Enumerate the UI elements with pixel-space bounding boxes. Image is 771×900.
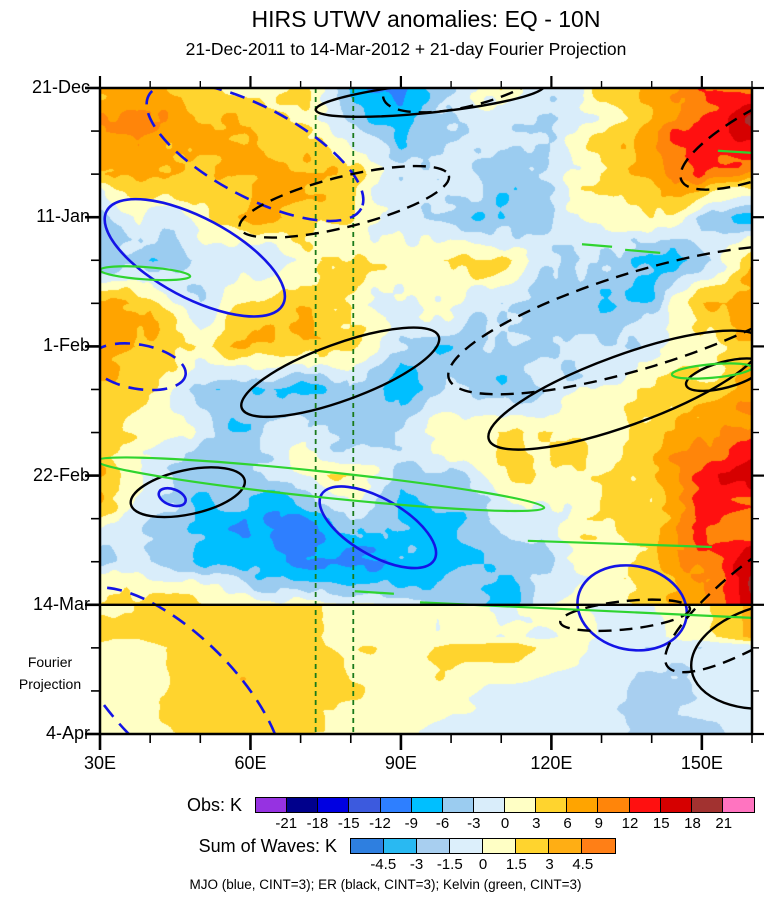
colorbar-cell — [582, 839, 615, 853]
contour-legend-text: MJO (blue, CINT=3); ER (black, CINT=3); … — [189, 877, 582, 892]
colorbar-tick-label: -21 — [275, 815, 298, 832]
er-positive-contour — [487, 329, 752, 451]
er-negative-contour — [663, 486, 752, 674]
y-tick-label: 22-Feb — [32, 464, 90, 485]
sum-colorbar-title: Sum of Waves: K — [198, 836, 337, 856]
x-tick-label: 30E — [83, 753, 117, 773]
colorbar-cell — [384, 839, 417, 853]
colorbar-tick-label: -1.5 — [436, 856, 463, 873]
colorbar-tick-label: -15 — [337, 815, 360, 832]
x-tick-label: 150E — [680, 753, 723, 773]
colorbar-tick-label: -3 — [409, 856, 424, 873]
colorbar-cell — [516, 839, 549, 853]
colorbar-tick-label: 3 — [545, 856, 554, 873]
colorbar-cell — [349, 798, 381, 812]
colorbar-tick-label: 0 — [478, 856, 488, 873]
colorbar-tick-label: 0 — [500, 815, 510, 832]
y-tick-label: 1-Feb — [42, 335, 90, 356]
colorbar-cell — [318, 798, 350, 812]
colorbar-cell — [598, 798, 630, 812]
y-tick-label: 4-Apr — [45, 723, 90, 743]
sum-colorbar — [350, 838, 616, 854]
er-positive-contour — [129, 466, 247, 519]
er-negative-contour — [381, 88, 559, 114]
colorbar-cell — [629, 798, 661, 812]
x-tick-label: 120E — [530, 753, 573, 773]
mjo-positive-contour — [157, 486, 187, 508]
fourier-label-line2: Projection — [18, 675, 82, 692]
obs-colorbar — [255, 797, 755, 813]
er-positive-contour — [690, 600, 752, 711]
colorbar-cell — [691, 798, 723, 812]
colorbar-tick-label: -4.5 — [370, 856, 397, 873]
er-negative-contour — [559, 598, 692, 633]
colorbar-cell — [660, 798, 692, 812]
colorbar-cell — [473, 798, 505, 812]
page-subtitle: 21-Dec-2011 to 14-Mar-2012 + 21-day Four… — [185, 39, 627, 59]
mjo-negative-contour — [145, 88, 365, 223]
mjo-negative-contour — [100, 342, 187, 392]
colorbar-cell — [351, 839, 384, 853]
colorbar-tick-label: 21 — [715, 815, 733, 832]
colorbar-tick-label: -3 — [467, 815, 481, 832]
kelvin-contour — [527, 539, 712, 549]
y-tick-label: 11-Jan — [36, 206, 90, 227]
colorbar-cell — [287, 798, 319, 812]
colorbar-cell — [411, 798, 443, 812]
colorbar-tick-label: -6 — [435, 815, 450, 832]
colorbar-cell — [549, 839, 582, 853]
page-title: HIRS UTWV anomalies: EQ - 10N — [251, 6, 601, 32]
mjo-negative-contour — [100, 586, 285, 734]
er-positive-contour — [240, 326, 441, 419]
er-negative-contour — [447, 244, 752, 396]
colorbar-tick-label: -9 — [404, 815, 418, 832]
mjo-positive-contour — [318, 485, 438, 570]
colorbar-cell — [536, 798, 568, 812]
colorbar-cell — [442, 798, 474, 812]
colorbar-cell — [450, 839, 483, 853]
colorbar-tick-label: 6 — [563, 815, 572, 832]
x-tick-label: 60E — [234, 753, 267, 773]
kelvin-contour — [581, 243, 613, 248]
colorbar-cell — [417, 839, 450, 853]
colorbar-tick-label: 15 — [652, 815, 670, 832]
y-tick-label: 14-Mar — [32, 593, 90, 614]
er-positive-contour — [684, 357, 752, 393]
colorbar-tick-label: 12 — [621, 815, 639, 832]
fourier-projection-label: Fourier Projection — [5, 651, 95, 695]
colorbar-cell — [256, 798, 288, 812]
kelvin-contour — [717, 149, 752, 154]
x-tick-label: 90E — [384, 753, 417, 773]
colorbar-cell — [483, 839, 516, 853]
fourier-label-line1: Fourier — [27, 653, 73, 670]
colorbar-cell — [380, 798, 412, 812]
colorbar-cell — [567, 798, 599, 812]
er-positive-contour — [314, 88, 546, 119]
er-negative-contour — [238, 164, 451, 239]
colorbar-cell — [722, 798, 754, 812]
colorbar-tick-label: 3 — [532, 815, 541, 832]
colorbar-cell — [505, 798, 537, 812]
obs-colorbar-title: Obs: K — [186, 795, 242, 815]
kelvin-contour — [625, 248, 661, 254]
annotation-layer — [100, 88, 752, 734]
colorbar-tick-label: -12 — [369, 815, 391, 832]
colorbar-tick-label: -18 — [306, 815, 329, 832]
plot-frame — [98, 86, 754, 736]
colorbar-tick-label: 4.5 — [572, 856, 594, 873]
mjo-positive-contour — [576, 564, 689, 652]
colorbar-tick-label: 18 — [684, 815, 701, 832]
er-negative-contour — [679, 88, 752, 191]
colorbar-tick-label: 9 — [594, 815, 603, 832]
colorbar-tick-label: 1.5 — [505, 856, 527, 873]
mjo-positive-contour — [103, 197, 287, 318]
y-tick-label: 21-Dec — [31, 77, 90, 97]
kelvin-contour — [100, 456, 546, 513]
kelvin-contour — [354, 590, 394, 595]
